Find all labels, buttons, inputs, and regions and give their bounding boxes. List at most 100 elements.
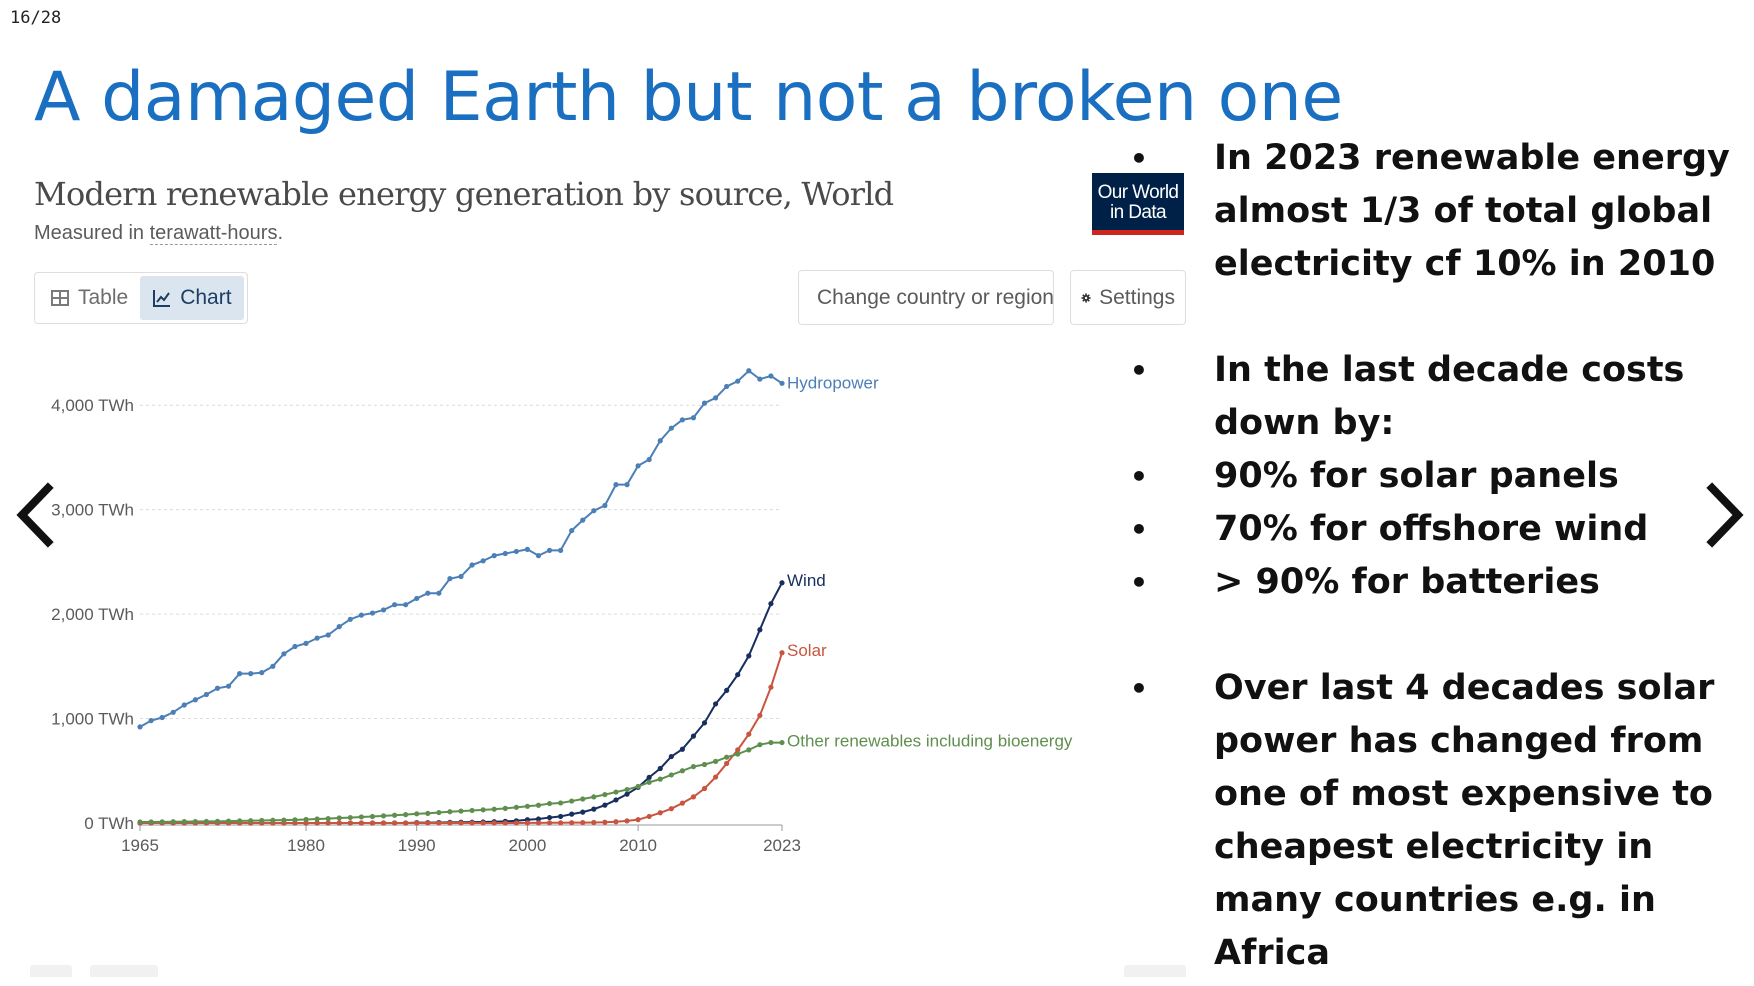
data-point-hydropower	[646, 456, 652, 463]
data-point-wind	[558, 813, 564, 820]
settings-button[interactable]: Settings	[1070, 270, 1186, 325]
bullet-item: Over last 4 decades solar power has chan…	[1130, 662, 1750, 980]
data-point-hydropower	[181, 702, 187, 708]
data-point-hydropower	[668, 425, 674, 431]
data-point-other-renewables-including-bioenergy	[237, 818, 243, 824]
data-point-hydropower	[137, 724, 143, 730]
data-point-hydropower	[248, 671, 254, 677]
data-point-hydropower	[779, 380, 785, 386]
data-point-solar	[635, 817, 641, 823]
data-point-solar	[491, 820, 497, 826]
data-point-hydropower	[469, 562, 475, 568]
data-point-other-renewables-including-bioenergy	[248, 818, 254, 824]
data-point-hydropower	[735, 378, 741, 384]
data-point-hydropower	[546, 547, 553, 553]
data-point-solar	[569, 820, 575, 826]
data-point-other-renewables-including-bioenergy	[214, 818, 221, 824]
data-point-other-renewables-including-bioenergy	[657, 776, 663, 782]
data-point-hydropower	[768, 373, 774, 379]
data-point-other-renewables-including-bioenergy	[679, 768, 685, 774]
data-point-hydropower	[513, 548, 519, 555]
data-point-other-renewables-including-bioenergy	[292, 817, 298, 823]
data-point-wind	[679, 746, 685, 752]
series-line-hydropower	[139, 369, 783, 728]
data-point-hydropower	[281, 651, 287, 657]
data-point-hydropower	[624, 482, 630, 488]
data-point-hydropower	[480, 558, 486, 564]
chevron-left-icon	[16, 482, 54, 548]
subtitle-suffix: .	[277, 222, 284, 244]
bullet-item: 70% for offshore wind	[1130, 503, 1750, 556]
data-point-wind	[712, 701, 719, 707]
data-point-other-renewables-including-bioenergy	[746, 747, 752, 753]
data-point-hydropower	[380, 607, 387, 613]
data-point-hydropower	[391, 602, 398, 608]
data-point-hydropower	[336, 624, 342, 630]
data-point-hydropower	[237, 671, 243, 677]
data-point-hydropower	[746, 368, 752, 374]
data-point-other-renewables-including-bioenergy	[170, 819, 176, 825]
data-point-other-renewables-including-bioenergy	[513, 804, 519, 810]
data-point-other-renewables-including-bioenergy	[458, 808, 464, 814]
data-point-other-renewables-including-bioenergy	[613, 789, 619, 795]
data-point-other-renewables-including-bioenergy	[403, 812, 409, 818]
previous-slide-button[interactable]	[10, 480, 60, 550]
data-point-other-renewables-including-bioenergy	[735, 751, 741, 757]
y-tick-label: 1,000 TWh	[51, 710, 134, 729]
data-point-solar	[546, 820, 553, 826]
data-point-other-renewables-including-bioenergy	[646, 779, 652, 785]
data-point-hydropower	[425, 590, 431, 596]
data-point-hydropower	[403, 602, 409, 608]
data-point-solar	[746, 731, 752, 737]
data-point-hydropower	[203, 691, 210, 698]
data-point-other-renewables-including-bioenergy	[558, 800, 564, 806]
tab-table-label: Table	[78, 286, 129, 309]
data-point-hydropower	[347, 616, 353, 622]
data-point-solar	[602, 819, 608, 825]
data-point-hydropower	[690, 415, 697, 421]
data-point-solar	[336, 820, 342, 826]
slide-title: A damaged Earth but not a broken one	[34, 58, 1343, 137]
tab-table[interactable]: Table	[38, 276, 140, 320]
data-point-hydropower	[170, 709, 176, 715]
table-icon	[51, 290, 69, 306]
data-point-solar	[591, 819, 597, 826]
data-point-hydropower	[192, 697, 198, 703]
data-point-other-renewables-including-bioenergy	[314, 816, 320, 822]
data-point-hydropower	[491, 553, 497, 559]
data-point-other-renewables-including-bioenergy	[336, 815, 342, 821]
data-point-wind	[768, 601, 774, 607]
series-line-wind	[140, 582, 783, 824]
data-point-solar	[690, 794, 697, 800]
data-point-other-renewables-including-bioenergy	[768, 739, 774, 746]
data-point-wind	[757, 627, 763, 633]
x-tick-label: 1980	[287, 836, 325, 855]
data-point-solar	[369, 820, 376, 826]
tab-chart[interactable]: Chart	[140, 276, 244, 320]
data-point-hydropower	[259, 670, 265, 676]
data-point-other-renewables-including-bioenergy	[524, 803, 531, 809]
data-point-hydropower	[613, 482, 619, 488]
data-point-solar	[447, 820, 453, 826]
data-point-hydropower	[701, 400, 708, 406]
y-tick-label: 0 TWh	[84, 814, 134, 833]
data-point-solar	[414, 820, 420, 826]
data-point-wind	[735, 672, 741, 678]
change-country-button[interactable]: Change country or region	[798, 270, 1054, 325]
data-point-other-renewables-including-bioenergy	[724, 754, 730, 760]
data-point-hydropower	[436, 590, 442, 596]
data-point-wind	[701, 720, 708, 726]
line-chart[interactable]: 0 TWh 1,000 TWh 2,000 TWh 3,000 TWh 4,000 TW…	[30, 335, 1190, 955]
data-point-solar	[535, 820, 542, 826]
x-tick-label: 1990	[398, 836, 436, 855]
data-point-other-renewables-including-bioenergy	[369, 813, 376, 820]
data-point-solar	[712, 774, 719, 780]
data-point-other-renewables-including-bioenergy	[668, 772, 674, 778]
data-point-wind	[746, 653, 752, 659]
subtitle-unit-link[interactable]: terawatt-hours	[149, 222, 278, 245]
data-point-other-renewables-including-bioenergy	[203, 818, 210, 825]
data-point-hydropower	[414, 595, 420, 602]
subtitle-prefix: Measured in	[34, 222, 150, 244]
x-tick-label: 2010	[619, 836, 657, 855]
data-point-solar	[646, 813, 652, 820]
